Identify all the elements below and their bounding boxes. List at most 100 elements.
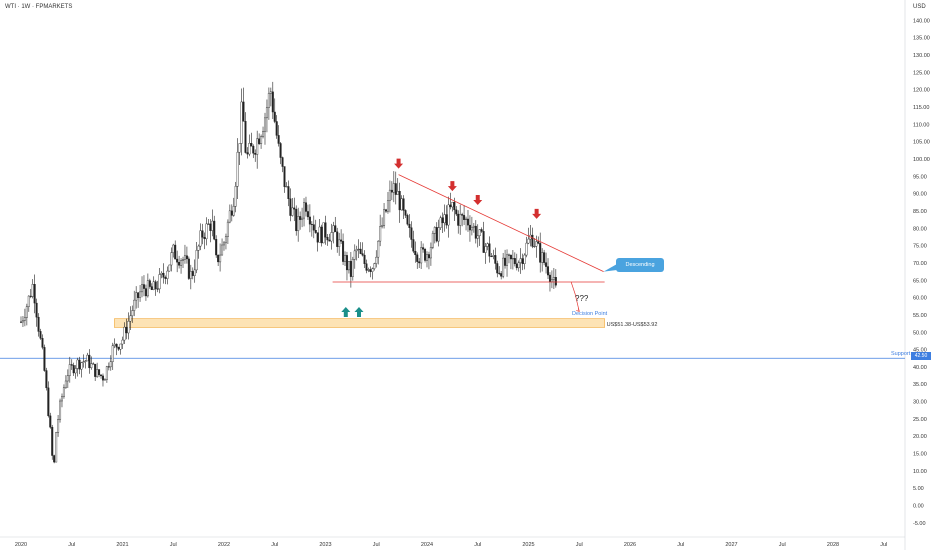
candle-body	[228, 210, 231, 223]
x-tick-label: Jul	[271, 542, 278, 548]
candle-body	[474, 225, 477, 239]
candle-body	[367, 269, 370, 271]
candle-body	[182, 259, 185, 261]
candle-body	[135, 292, 138, 301]
candle-body	[408, 223, 411, 228]
y-tick-label: 120.00	[913, 88, 930, 94]
candle-body	[463, 215, 466, 220]
x-tick-label: 2024	[421, 542, 433, 548]
candle-body	[414, 250, 417, 256]
candle-body	[76, 359, 79, 369]
candle-body	[394, 183, 397, 195]
x-tick-label: Jul	[474, 542, 481, 548]
candle-body	[431, 233, 434, 248]
y-tick-label: 70.00	[913, 261, 927, 267]
y-tick-label: 100.00	[913, 157, 930, 163]
candle-body	[365, 263, 368, 271]
candle-body	[172, 244, 175, 253]
candle-body	[187, 258, 190, 279]
candle-body	[150, 286, 153, 290]
candle-body	[125, 326, 128, 334]
candle-body	[191, 271, 194, 276]
candle-body	[224, 236, 227, 244]
y-tick-label: 0.00	[913, 504, 924, 510]
candle-body	[482, 231, 485, 253]
y-tick-label: 20.00	[913, 434, 927, 440]
candle-body	[355, 249, 358, 252]
candle-body	[31, 284, 34, 297]
y-tick-label: 30.00	[913, 400, 927, 406]
candle-body	[121, 339, 124, 345]
candle-body	[23, 317, 26, 321]
candle-body	[513, 258, 516, 265]
candle-body	[519, 258, 522, 263]
candle-body	[174, 244, 177, 260]
candle-body	[418, 261, 421, 264]
candle-body	[82, 361, 85, 363]
candle-body	[457, 213, 460, 226]
candle-body	[146, 280, 149, 297]
y-tick-label: 130.00	[913, 53, 930, 59]
candle-body	[277, 135, 280, 144]
candle-body	[476, 235, 479, 239]
candle-body	[271, 91, 274, 113]
candle-body	[283, 166, 286, 187]
candle-body	[221, 244, 224, 256]
candle-body	[447, 204, 450, 226]
candle-body	[21, 320, 24, 323]
candle-body	[533, 246, 536, 248]
candle-body	[55, 432, 58, 463]
candle-body	[441, 217, 444, 224]
candle-body	[197, 245, 200, 251]
candle-body	[396, 191, 399, 195]
candle-body	[213, 220, 216, 240]
candle-body	[379, 226, 382, 242]
arrow-down-icon	[447, 181, 457, 192]
candle-body	[94, 363, 97, 377]
candle-body	[312, 224, 315, 231]
candle-body	[543, 252, 546, 263]
candle-body	[35, 302, 38, 318]
candle-body	[281, 157, 284, 167]
y-tick-label: 105.00	[913, 140, 930, 146]
y-tick-label: 125.00	[913, 70, 930, 76]
x-tick-label: Jul	[880, 542, 887, 548]
candle-body	[183, 255, 186, 260]
candle-body	[51, 427, 54, 456]
x-tick-label: Jul	[677, 542, 684, 548]
candle-body	[199, 230, 202, 247]
candle-body	[250, 143, 253, 147]
candle-body	[318, 226, 321, 243]
candle-body	[185, 255, 188, 260]
candle-body	[260, 136, 263, 145]
candle-body	[299, 216, 302, 220]
candle-body	[265, 107, 268, 119]
y-tick-label: 95.00	[913, 174, 927, 180]
candle-body	[437, 227, 440, 242]
candle-body	[119, 343, 122, 350]
candle-body	[347, 261, 350, 271]
candle-body	[439, 217, 442, 228]
candle-body	[537, 241, 540, 244]
candle-body	[68, 364, 71, 376]
candle-body	[424, 249, 427, 261]
descending-resistance-line	[398, 174, 604, 272]
candle-body	[142, 284, 145, 289]
y-tick-label: 50.00	[913, 330, 927, 336]
arrow-up-icon	[354, 306, 364, 317]
candle-body	[445, 214, 448, 226]
candle-body	[107, 366, 110, 368]
candle-body	[332, 225, 335, 233]
candle-body	[406, 215, 409, 225]
candle-body	[492, 255, 495, 257]
candle-body	[304, 202, 307, 212]
candle-body	[547, 266, 550, 276]
arrow-up-icon	[341, 306, 351, 317]
candle-body	[363, 254, 366, 264]
support-price-badge: 42.50	[911, 352, 931, 360]
candle-body	[111, 345, 114, 362]
callout-pointer	[603, 264, 617, 272]
candle-body	[451, 201, 454, 208]
candle-body	[511, 258, 514, 260]
